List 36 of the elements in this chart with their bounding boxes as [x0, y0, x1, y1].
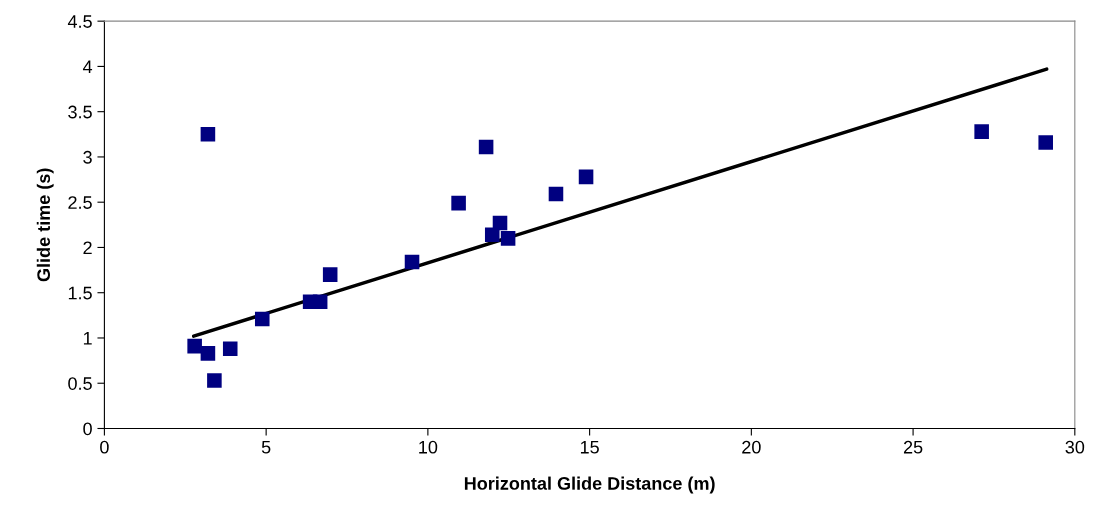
y-tick-label: 3.5 [68, 105, 92, 119]
y-tick-label: 2 [83, 241, 92, 254]
y-axis-title: Glide time (s) [36, 168, 54, 282]
x-axis-title: Horizontal Glide Distance (m) [464, 476, 715, 494]
point [578, 169, 594, 185]
y-tick-label: 0 [83, 422, 92, 436]
point [322, 267, 338, 282]
point [222, 341, 238, 357]
point [200, 127, 216, 142]
y-tick-label: 4.5 [67, 15, 92, 28]
point [254, 311, 270, 327]
point [500, 231, 516, 246]
point [484, 227, 500, 243]
x-tick-label: 30 [1065, 440, 1085, 454]
point [451, 195, 466, 211]
point [548, 186, 564, 202]
point [974, 124, 989, 139]
point [478, 139, 494, 155]
y-tick-label: 3 [83, 150, 92, 164]
x-tick-label: 5 [261, 440, 271, 454]
point [312, 294, 328, 310]
x-tick-label: 10 [419, 440, 438, 454]
y-tick-label: 4 [82, 60, 93, 73]
point [200, 346, 216, 361]
x-tick-label: 20 [742, 440, 761, 454]
point [207, 373, 222, 388]
y-tick-label: 1.5 [68, 286, 92, 300]
y-tick-label: 0.5 [68, 377, 92, 390]
x-tick-label: 25 [903, 440, 923, 454]
x-tick-label: 15 [580, 440, 599, 454]
point [187, 338, 202, 354]
x-tick-label: 0 [100, 440, 109, 454]
point [1038, 135, 1053, 150]
y-tick-label: 2.5 [68, 196, 92, 209]
y-tick-label: 1 [83, 332, 92, 345]
point [404, 254, 420, 270]
